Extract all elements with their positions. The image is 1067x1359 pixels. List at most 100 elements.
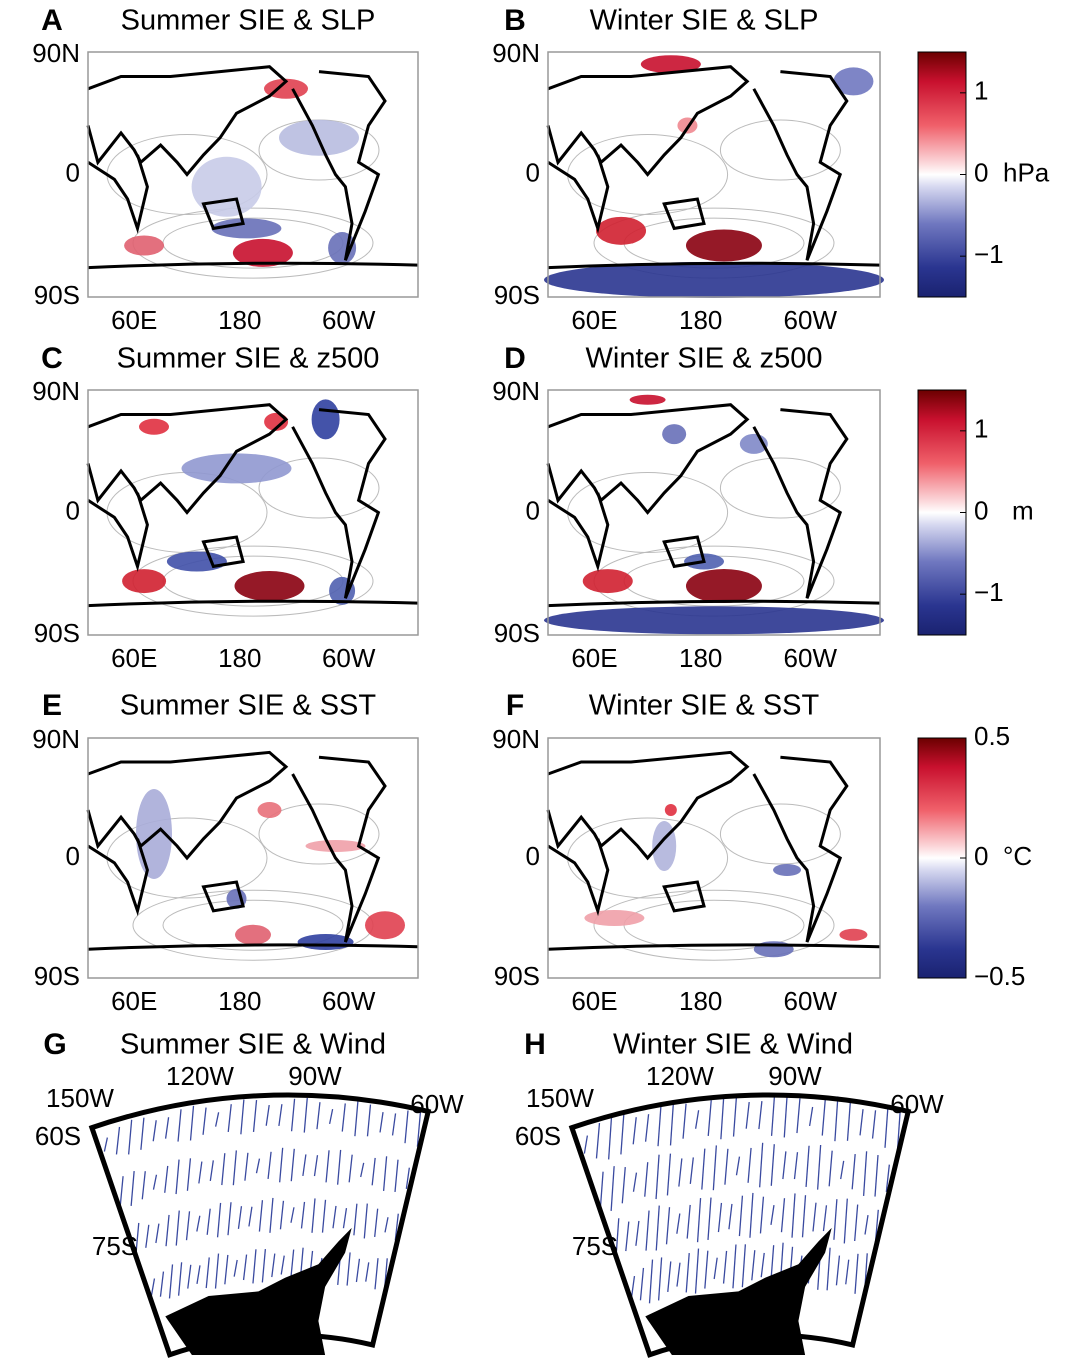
wind-arrow xyxy=(164,1117,170,1139)
coastline xyxy=(547,838,610,917)
wind-arrow xyxy=(796,1098,801,1134)
coastline xyxy=(201,197,245,231)
wind-arrow xyxy=(198,1161,203,1184)
wind-arrow xyxy=(707,1100,712,1136)
wind-arrow xyxy=(854,1253,859,1294)
wind-arrow xyxy=(394,1213,399,1241)
coastline xyxy=(86,750,289,861)
lat-label: 0 xyxy=(66,157,80,187)
wind-arrow xyxy=(271,1253,276,1278)
wind-arrow xyxy=(353,1203,358,1236)
wind-arrow xyxy=(348,1154,353,1183)
wind-arrow xyxy=(360,1162,365,1178)
wind-arrow xyxy=(328,1108,334,1124)
lon-label: 120W xyxy=(166,1061,234,1091)
wind-arrow xyxy=(780,1198,786,1233)
lon-label: 60E xyxy=(571,305,617,335)
coastline xyxy=(662,880,706,913)
wind-arrow xyxy=(311,1198,316,1233)
wind-arrow xyxy=(722,1250,728,1284)
wind-arrow xyxy=(374,1208,379,1238)
wind-arrow xyxy=(696,1198,702,1243)
lat-label: 90S xyxy=(34,618,80,648)
colorbar-tick-label: −1 xyxy=(974,239,1004,269)
wind-arrow xyxy=(840,1160,845,1180)
lon-label: 60W xyxy=(784,643,838,673)
lon-label: 180 xyxy=(218,986,261,1016)
wind-arrow xyxy=(244,1152,249,1181)
lon-label: 150W xyxy=(526,1083,594,1113)
panel-letter: H xyxy=(524,1028,546,1061)
wind-arrow xyxy=(822,1205,828,1232)
anomaly-patch xyxy=(166,551,227,572)
wind-arrow xyxy=(828,1150,833,1187)
wind-arrow xyxy=(303,1097,308,1133)
lat-label: 90S xyxy=(494,961,540,991)
colorbar xyxy=(917,389,967,636)
anomaly-patch xyxy=(139,418,169,435)
wind-arrow xyxy=(227,1202,232,1236)
sector-frame xyxy=(88,1092,432,1358)
wind-arrow xyxy=(632,1117,637,1145)
wind-arrow xyxy=(808,1106,814,1127)
wind-arrow xyxy=(701,1148,706,1190)
panel-title: Summer SIE & Wind xyxy=(120,1029,386,1061)
lat-label: 75S xyxy=(572,1231,618,1261)
wind-arrow xyxy=(812,1202,817,1232)
wind-arrow xyxy=(290,1098,296,1132)
colorbar xyxy=(917,737,967,979)
lat-label: 60S xyxy=(515,1121,561,1151)
map-frame xyxy=(87,51,419,298)
wind-arrow xyxy=(783,1092,788,1138)
contour xyxy=(258,803,380,865)
wind-arrow xyxy=(258,1200,264,1232)
wind-arrow xyxy=(252,1099,258,1133)
antarctica-coast xyxy=(547,943,881,951)
lon-label: 90W xyxy=(288,1061,342,1091)
wind-arrow xyxy=(280,1255,285,1275)
lon-label: 180 xyxy=(218,643,261,673)
coastline xyxy=(201,880,245,913)
wind-arrow xyxy=(363,1203,368,1239)
lon-label: 150W xyxy=(46,1083,114,1113)
wind-arrow xyxy=(745,1102,750,1129)
wind-arrow xyxy=(150,1278,156,1296)
colorbar-tick-label: 0 xyxy=(974,157,988,187)
colorbar-tick-label: 0 xyxy=(974,495,988,525)
lat-label: 0 xyxy=(526,841,540,871)
anomaly-patch xyxy=(235,924,271,945)
lat-label: 90S xyxy=(494,618,540,648)
wind-arrow xyxy=(325,1150,330,1183)
wind-arrow xyxy=(279,1147,284,1183)
wind-arrow xyxy=(300,1201,306,1229)
wind-arrow xyxy=(261,1249,267,1283)
panel-letter: G xyxy=(43,1028,66,1061)
anomaly-patch xyxy=(191,156,262,217)
anomaly-patch xyxy=(232,238,293,267)
wind-arrow xyxy=(854,1204,859,1242)
coastline xyxy=(87,154,149,234)
anomaly-patch xyxy=(664,804,677,816)
wind-arrow xyxy=(826,1247,831,1291)
wind-arrow xyxy=(620,1113,625,1155)
sector-frame xyxy=(568,1092,912,1358)
panel-title: Winter SIE & SLP xyxy=(590,5,819,37)
wind-arrow xyxy=(639,1267,645,1301)
colorbar-unit: m xyxy=(1012,495,1034,525)
contour xyxy=(258,457,380,519)
lat-label: 90N xyxy=(492,724,540,754)
wind-arrow xyxy=(583,1135,589,1154)
wind-arrow xyxy=(177,1262,183,1296)
lat-label: 0 xyxy=(66,841,80,871)
wind-arrow xyxy=(635,1220,640,1246)
anomaly-patch xyxy=(181,453,292,484)
wind-arrow xyxy=(864,1215,869,1235)
wind-arrow xyxy=(885,1164,890,1192)
coastline xyxy=(752,70,849,261)
wind-arrow xyxy=(155,1223,160,1244)
wind-arrow xyxy=(164,1165,169,1193)
wind-arrow xyxy=(760,1252,765,1278)
wind-arrow xyxy=(676,1262,681,1287)
